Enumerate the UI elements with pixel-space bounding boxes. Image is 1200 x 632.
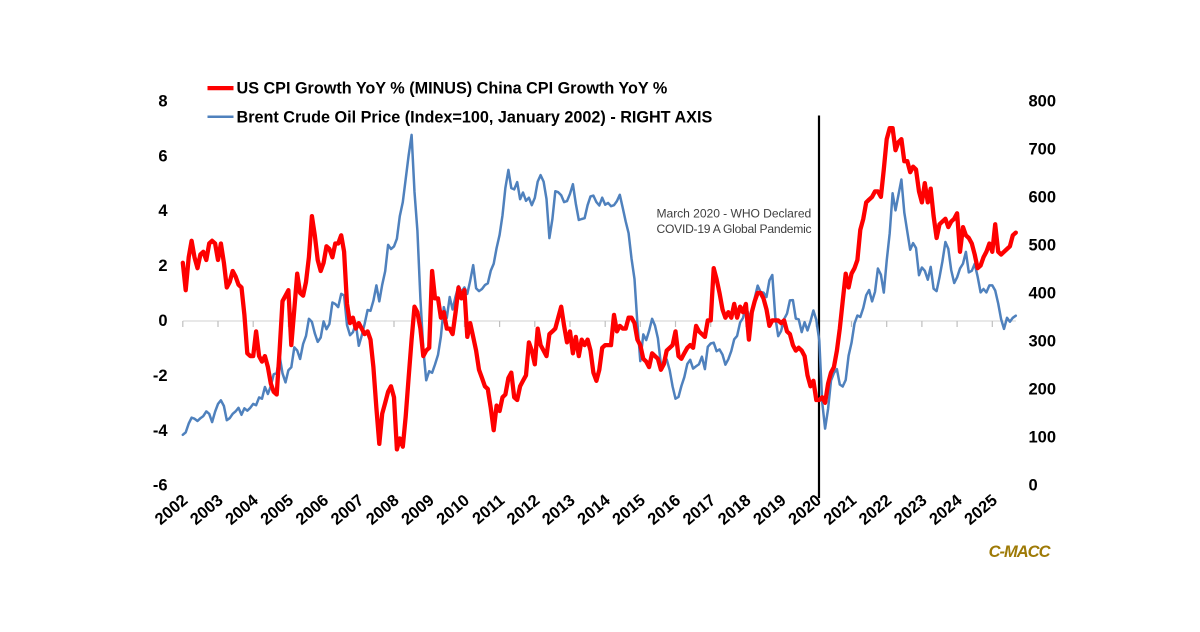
- svg-text:2: 2: [158, 257, 167, 275]
- svg-text:8: 8: [158, 92, 167, 110]
- svg-text:300: 300: [1029, 333, 1057, 351]
- svg-text:C-MACC: C-MACC: [989, 543, 1052, 561]
- svg-text:0: 0: [158, 312, 167, 330]
- svg-text:-4: -4: [153, 422, 168, 440]
- svg-text:March 2020 - WHO Declared: March 2020 - WHO Declared: [657, 207, 812, 221]
- svg-text:US CPI Growth YoY % (MINUS) Ch: US CPI Growth YoY % (MINUS) China CPI Gr…: [237, 80, 668, 98]
- svg-text:200: 200: [1029, 381, 1057, 399]
- svg-text:0: 0: [1029, 477, 1038, 495]
- svg-text:700: 700: [1029, 140, 1057, 158]
- svg-text:800: 800: [1029, 92, 1057, 110]
- svg-text:Brent Crude Oil Price (Index=1: Brent Crude Oil Price (Index=100, Januar…: [237, 108, 713, 126]
- svg-text:-6: -6: [153, 477, 168, 495]
- svg-text:6: 6: [158, 147, 167, 165]
- svg-text:-2: -2: [153, 367, 168, 385]
- svg-text:COVID-19 A Global Pandemic: COVID-19 A Global Pandemic: [657, 222, 812, 236]
- svg-text:600: 600: [1029, 189, 1057, 207]
- svg-text:4: 4: [158, 202, 168, 220]
- svg-text:500: 500: [1029, 237, 1057, 255]
- svg-text:100: 100: [1029, 429, 1057, 447]
- svg-text:400: 400: [1029, 285, 1057, 303]
